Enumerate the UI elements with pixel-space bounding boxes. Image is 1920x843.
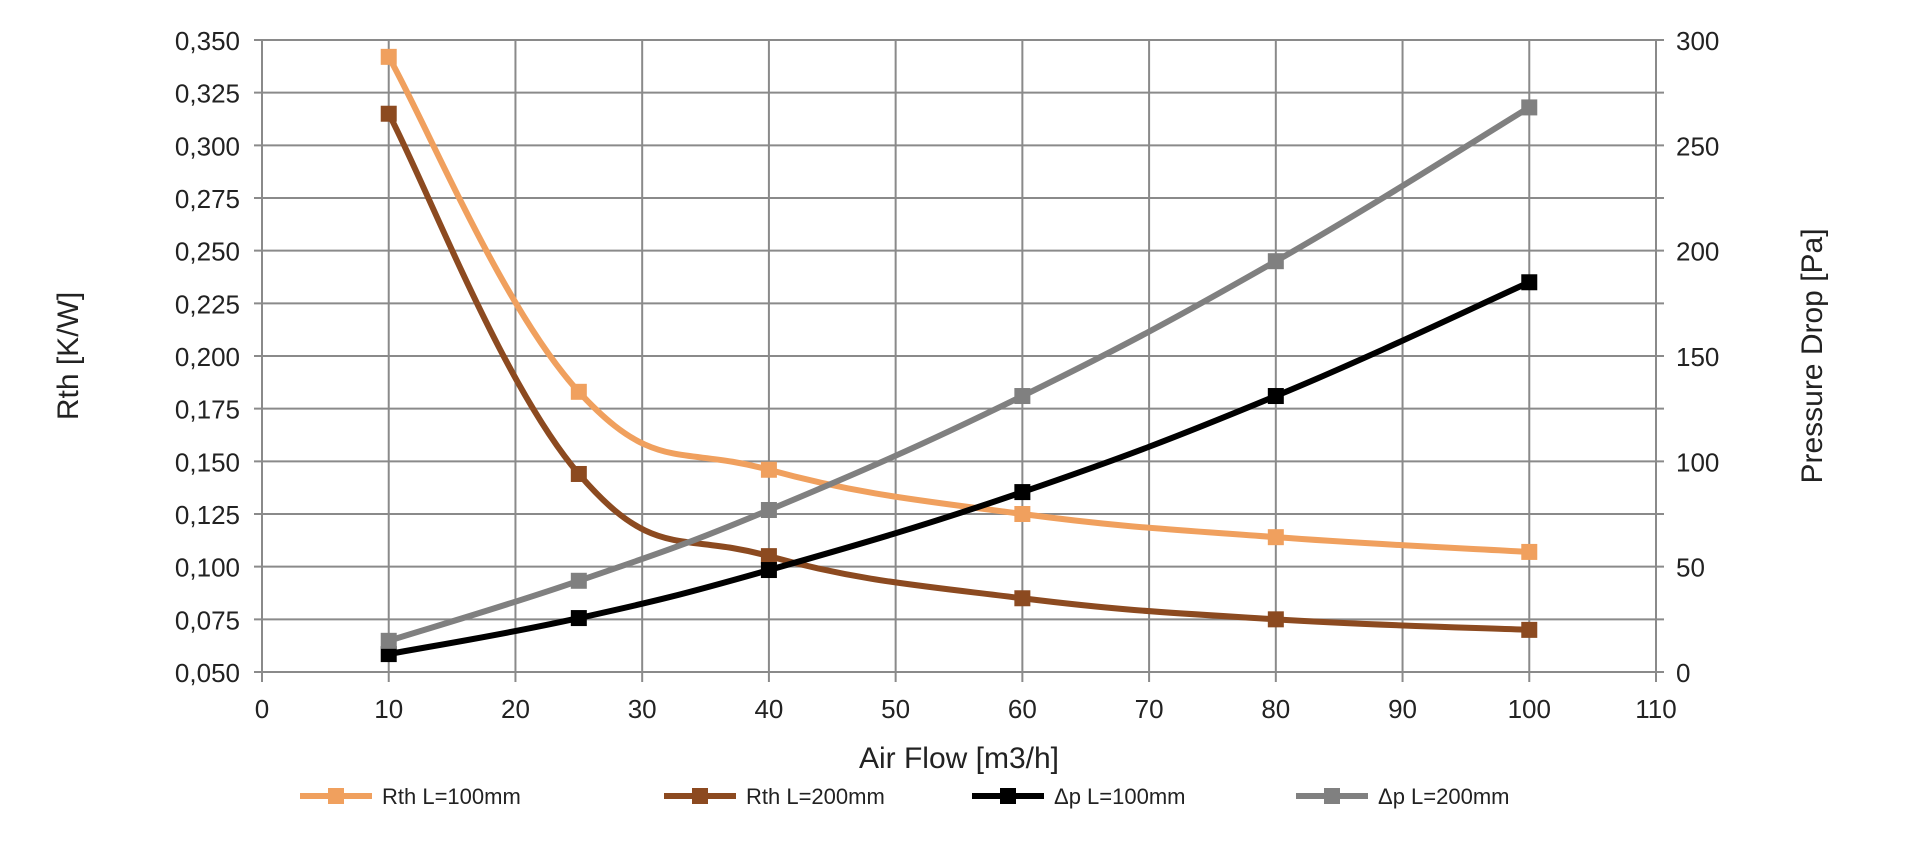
data-point-marker [1014, 506, 1031, 522]
x-tick-label: 60 [1008, 694, 1037, 724]
x-tick-label: 100 [1508, 694, 1551, 724]
data-point-marker [380, 646, 397, 663]
data-point-marker [570, 572, 587, 589]
data-point-marker [1521, 99, 1538, 116]
y-tick-label: 0,250 [175, 237, 240, 267]
data-point-marker [1014, 388, 1031, 405]
series-2 [380, 274, 1538, 663]
legend-label: Rth L=200mm [746, 784, 885, 809]
data-point-marker [380, 632, 397, 649]
data-point-marker [1267, 388, 1284, 405]
series-line [387, 104, 1531, 644]
y2-tick-label: 150 [1676, 342, 1719, 372]
x-tick-label: 70 [1135, 694, 1164, 724]
x-tick-label: 110 [1635, 694, 1676, 724]
series-line [386, 112, 1530, 633]
legend-item: Δp L=100mm [972, 784, 1185, 809]
legend-item: Δp L=200mm [1296, 784, 1509, 809]
legend-swatch-marker [1324, 788, 1340, 804]
data-point-marker [380, 48, 397, 65]
y-tick-label: 0,100 [175, 553, 240, 583]
y2-tick-label: 300 [1676, 26, 1719, 56]
x-tick-label: 0 [255, 694, 269, 724]
data-point-marker [380, 105, 397, 122]
y-tick-label: 0,125 [175, 500, 240, 530]
data-point-marker [1014, 484, 1031, 501]
y2-tick-label: 0 [1676, 658, 1690, 688]
x-tick-label: 20 [501, 694, 530, 724]
y-axis-title: Rth [K/W] [52, 292, 85, 420]
series-line [386, 55, 1530, 555]
x-tick-label: 10 [374, 694, 403, 724]
legend-item: Rth L=200mm [664, 784, 885, 809]
y-tick-label: 0,075 [175, 605, 240, 635]
legend-item: Rth L=100mm [300, 784, 521, 809]
data-point-marker [1267, 611, 1284, 628]
legend-label: Δp L=200mm [1378, 784, 1509, 809]
grid [254, 39, 1664, 682]
y2-tick-label: 50 [1676, 553, 1705, 583]
y-tick-label: 0,050 [175, 658, 240, 688]
x-tick-label: 30 [628, 694, 657, 724]
y-tick-label: 0,350 [175, 26, 240, 56]
data-point-marker [570, 465, 587, 482]
data-point-marker [1267, 529, 1284, 546]
tick-labels: 0,050 0,075 0,100 0,125 0,150 0,175 0,200 0,225… [175, 26, 1719, 724]
y-tick-label: 0,325 [175, 79, 240, 109]
legend-label: Rth L=100mm [382, 784, 521, 809]
data-point-marker [1521, 621, 1538, 638]
y-tick-label: 0,150 [175, 447, 240, 477]
legend-label: Δp L=100mm [1054, 784, 1185, 809]
x-axis-title: Air Flow [m3/h] [859, 742, 1059, 775]
legend-swatch-marker [692, 788, 708, 804]
x-tick-label: 50 [881, 694, 910, 724]
data-point-marker [760, 501, 777, 518]
data-point-marker [1014, 590, 1031, 607]
data-point-marker [760, 548, 777, 565]
y2-tick-label: 100 [1676, 447, 1719, 477]
series-0 [380, 48, 1538, 560]
y2-axis-title: Pressure Drop [Pa] [1796, 228, 1829, 483]
x-tick-label: 80 [1261, 694, 1290, 724]
y-tick-label: 0,275 [175, 184, 240, 214]
data-point-marker [1521, 274, 1538, 291]
y-tick-label: 0,300 [175, 131, 240, 161]
data-point-marker [1521, 543, 1538, 560]
y2-tick-label: 250 [1676, 131, 1719, 161]
data-point-marker [570, 610, 587, 627]
x-tick-label: 90 [1388, 694, 1417, 724]
y-tick-label: 0,175 [175, 395, 240, 425]
y-tick-label: 0,200 [175, 342, 240, 372]
legend: Rth L=100mm Rth L=200mm Δp L=100mm Δp L=200… [300, 784, 1509, 809]
x-tick-label: 40 [754, 694, 783, 724]
data-point-marker [1267, 253, 1284, 270]
data-point-marker [570, 383, 587, 400]
y-tick-label: 0,225 [175, 289, 240, 319]
data-point-marker [760, 562, 777, 579]
data-point-marker [760, 461, 777, 478]
y2-tick-label: 200 [1676, 237, 1719, 267]
series-lines [380, 48, 1538, 663]
legend-swatch-marker [328, 788, 344, 804]
series-1 [380, 105, 1538, 638]
legend-swatch-marker [1000, 788, 1016, 804]
series-line [388, 279, 1531, 658]
series-3 [380, 99, 1538, 649]
